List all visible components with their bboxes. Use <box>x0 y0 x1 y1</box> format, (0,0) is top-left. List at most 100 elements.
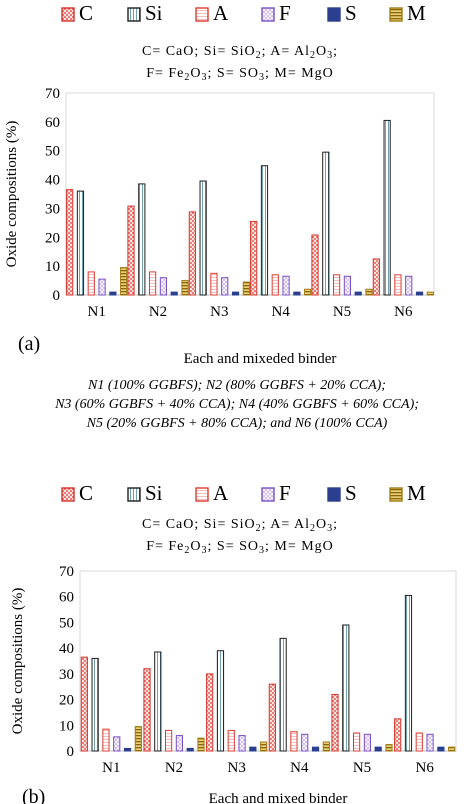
y-tick-label-b: 20 <box>59 693 74 709</box>
bar-s-n4 <box>311 746 320 752</box>
formula-line-2-b: F= Fe2​O3​; S= SO3​; M= MgO <box>146 539 334 556</box>
bar-a-n3 <box>210 272 218 296</box>
bar-si-n2 <box>138 183 146 296</box>
bar-s-n6 <box>415 291 424 296</box>
bar-m-n5 <box>365 288 373 296</box>
formula-block-a: C= CaO; Si= SiO2​; A= Al2​O3​; F= Fe2​O3​… <box>142 44 338 83</box>
legend-label-a: A <box>213 1 229 25</box>
bar-m-n2 <box>181 280 189 296</box>
bar-si-n1 <box>91 657 99 752</box>
bar-si-n3 <box>216 650 225 752</box>
legend-swatch-s <box>327 487 341 502</box>
legend-item-f: F <box>261 481 291 505</box>
bar-si-n4 <box>260 165 269 296</box>
y-tick-label-b: 40 <box>59 641 74 657</box>
bar-c-n5 <box>311 234 319 296</box>
y-tick-label-a: 70 <box>45 86 60 102</box>
bar-si-n3 <box>199 180 207 296</box>
legend-label-si: Si <box>145 1 163 25</box>
x-tick-label-n6: N6 <box>394 304 413 320</box>
legend-swatch-f <box>261 7 275 22</box>
bar-s-n4 <box>293 291 301 296</box>
bar-group-n4 <box>250 165 312 296</box>
bar-f-n2 <box>159 277 168 296</box>
bar-group-n2 <box>143 651 205 752</box>
x-tick-label-n4: N4 <box>271 304 290 320</box>
formula-line-1-a: C= CaO; Si= SiO2​; A= Al2​O3​; <box>142 44 338 61</box>
bar-s-n3 <box>231 291 240 296</box>
bar-c-n2 <box>127 205 135 296</box>
bar-f-n5 <box>363 733 371 752</box>
x-tick-label-n6: N6 <box>415 760 434 776</box>
caption-line-1: N1 (100% GGBFS); N2 (80% GGBFS + 20% CCA… <box>88 378 386 393</box>
y-tick-label-b: 0 <box>67 744 75 760</box>
legend-label-f: F <box>279 1 291 25</box>
x-tick-label-n2: N2 <box>149 304 167 320</box>
y-tick-label-b: 50 <box>59 615 74 631</box>
x-tick-label-n5: N5 <box>333 304 351 320</box>
legend-swatch-m <box>389 487 403 502</box>
bar-s-n6 <box>437 746 445 752</box>
legend-label-c: C <box>79 1 93 25</box>
bar-a-n4 <box>271 274 279 296</box>
legend-item-si: Si <box>127 1 163 25</box>
bar-f-n1 <box>113 736 121 752</box>
bar-s-n1 <box>123 747 132 752</box>
bar-s-n3 <box>249 746 257 752</box>
legend-swatch-a <box>195 487 209 502</box>
x-tick-label-n4: N4 <box>290 760 309 776</box>
x-tick-label-n2: N2 <box>165 760 183 776</box>
bar-m-n6 <box>426 291 434 296</box>
bar-si-n5 <box>342 624 350 752</box>
bar-c-n4 <box>268 683 276 752</box>
bar-f-n5 <box>343 275 351 296</box>
bar-f-n3 <box>221 277 229 296</box>
bar-chart-b: 0 10 20 30 40 50 60 70 Oxide compositions (%) N1 N… <box>10 564 457 804</box>
bar-c-n2 <box>143 668 151 752</box>
legend-swatch-c <box>61 487 75 502</box>
bar-m-n6 <box>448 746 456 752</box>
caption-line-3: N5 (20% GGBFS + 80% CCA); and N6 (100% C… <box>86 416 388 431</box>
bar-c-n5 <box>331 693 339 752</box>
bar-si-n1 <box>76 190 85 296</box>
legend-swatch-si <box>127 7 141 22</box>
legend-swatch-f <box>261 487 275 502</box>
y-axis-label-b: Oxide compositions (%) <box>10 588 26 735</box>
bar-m-n3 <box>242 281 250 296</box>
bar-group-n1 <box>80 656 142 752</box>
bar-f-n1 <box>98 278 106 296</box>
legend-item-m: M <box>389 1 426 25</box>
bar-si-n2 <box>154 651 162 752</box>
x-axis-label-a: Each and mixeded binder <box>184 351 337 367</box>
bar-group-n3 <box>206 650 268 752</box>
panel-b: C Si A F S M C= CaO; Si= SiO2​; A= Al2​O3​; F=… <box>10 481 457 804</box>
legend-a: C Si A F S M <box>61 1 426 25</box>
legend-item-c: C <box>61 481 93 505</box>
y-tick-label-a: 40 <box>45 173 60 189</box>
caption-line-2: N3 (60% GGBFS + 40% CCA); N4 (40% GGBFS … <box>55 397 419 412</box>
x-axis-label-b: Each and mixed binder <box>209 791 348 804</box>
legend-swatch-m <box>389 7 403 22</box>
bar-group-n5 <box>311 151 373 296</box>
legend-item-f: F <box>261 1 291 25</box>
bar-m-n1 <box>120 267 128 296</box>
y-tick-label-b: 60 <box>59 590 74 606</box>
legend-item-c: C <box>61 1 93 25</box>
bar-f-n3 <box>238 735 246 752</box>
y-axis-label-a: Oxide compositions (%) <box>4 121 20 268</box>
bar-f-n6 <box>405 275 413 296</box>
legend-swatch-si <box>127 487 141 502</box>
legend-label-si: Si <box>145 481 163 505</box>
bar-s-n1 <box>109 291 117 296</box>
bar-si-n6 <box>404 594 413 752</box>
panel-label-a: (a) <box>18 333 40 355</box>
bar-s-n5 <box>354 291 362 296</box>
y-tick-label-a: 50 <box>45 144 60 160</box>
bar-group-n2 <box>127 183 189 296</box>
bar-a-n6 <box>394 274 402 296</box>
x-tick-label-n1: N1 <box>102 760 120 776</box>
bar-group-n4 <box>268 637 330 752</box>
legend-swatch-c <box>61 7 75 22</box>
legend-item-s: S <box>327 481 357 505</box>
